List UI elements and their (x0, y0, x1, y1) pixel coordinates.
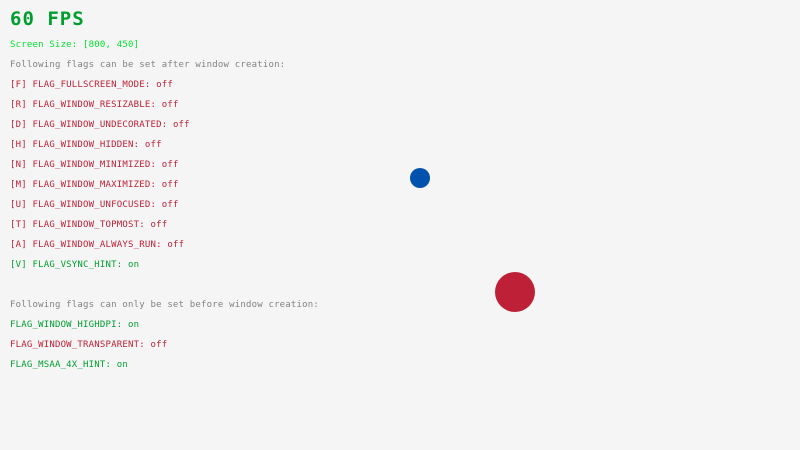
flag-row: FLAG_WINDOW_HIGHDPI: on (10, 320, 139, 330)
flag-state: off (161, 200, 179, 210)
flag-label: FLAG_WINDOW_HIGHDPI: (10, 320, 128, 330)
flag-row: [U] FLAG_WINDOW_UNFOCUSED: off (10, 200, 179, 210)
flag-row: FLAG_MSAA_4X_HINT: on (10, 360, 128, 370)
flag-state: off (161, 180, 179, 190)
flag-label: [R] FLAG_WINDOW_RESIZABLE: (10, 100, 162, 110)
flag-row: [T] FLAG_WINDOW_TOPMOST: off (10, 220, 167, 230)
flag-state: off (161, 100, 179, 110)
flag-row: [H] FLAG_WINDOW_HIDDEN: off (10, 140, 162, 150)
flag-label: [A] FLAG_WINDOW_ALWAYS_RUN: (10, 240, 168, 250)
big-bouncing-ball (495, 272, 535, 312)
flag-row: FLAG_WINDOW_TRANSPARENT: off (10, 340, 167, 350)
flag-state: on (128, 320, 140, 330)
flag-label: FLAG_WINDOW_TRANSPARENT: (10, 340, 151, 350)
screen-size-text: Screen Size: [800, 450] (10, 40, 140, 50)
flag-row: [V] FLAG_VSYNC_HINT: on (10, 260, 139, 270)
before-creation-header: Following flags can only be set before w… (10, 300, 320, 310)
flag-row: [D] FLAG_WINDOW_UNDECORATED: off (10, 120, 190, 130)
flag-state: off (161, 160, 179, 170)
flag-label: [T] FLAG_WINDOW_TOPMOST: (10, 220, 151, 230)
flag-label: [F] FLAG_FULLSCREEN_MODE: (10, 80, 157, 90)
flag-label: FLAG_MSAA_4X_HINT: (10, 360, 117, 370)
small-bouncing-ball (410, 168, 430, 188)
flag-state: off (150, 220, 168, 230)
flag-label: [H] FLAG_WINDOW_HIDDEN: (10, 140, 145, 150)
flag-row: [N] FLAG_WINDOW_MINIMIZED: off (10, 160, 179, 170)
flag-row: [R] FLAG_WINDOW_RESIZABLE: off (10, 100, 179, 110)
flag-state: off (167, 240, 185, 250)
after-creation-header: Following flags can be set after window … (10, 60, 286, 70)
flag-state: off (172, 120, 190, 130)
flag-label: [M] FLAG_WINDOW_MAXIMIZED: (10, 180, 162, 190)
flag-state: off (144, 140, 162, 150)
flag-label: [N] FLAG_WINDOW_MINIMIZED: (10, 160, 162, 170)
flag-row: [M] FLAG_WINDOW_MAXIMIZED: off (10, 180, 179, 190)
flag-state: off (156, 80, 173, 90)
flag-state: on (128, 260, 140, 270)
flag-label: [U] FLAG_WINDOW_UNFOCUSED: (10, 200, 162, 210)
flag-label: [D] FLAG_WINDOW_UNDECORATED: (10, 120, 173, 130)
flag-row: [A] FLAG_WINDOW_ALWAYS_RUN: off (10, 240, 184, 250)
flag-label: [V] FLAG_VSYNC_HINT: (10, 260, 128, 270)
flag-state: off (150, 340, 168, 350)
flag-row: [F] FLAG_FULLSCREEN_MODE: off (10, 80, 173, 90)
flag-state: on (116, 360, 129, 370)
fps-counter: 60 FPS (10, 8, 85, 30)
